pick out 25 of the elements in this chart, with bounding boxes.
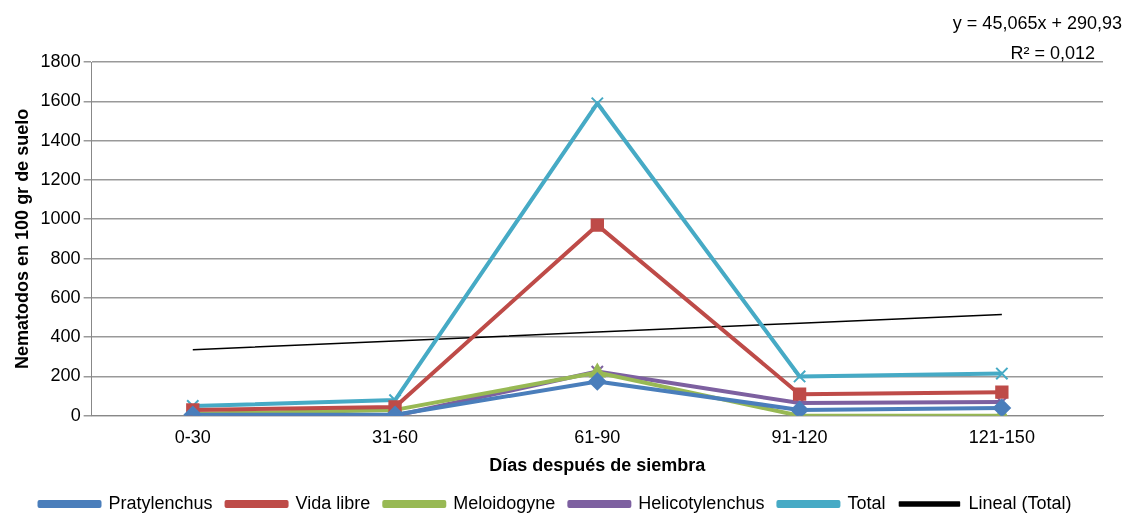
legend-label: Total <box>847 492 886 513</box>
x-tick-label: 61-90 <box>574 426 621 447</box>
x-tick-label: 121-150 <box>968 426 1035 447</box>
legend-label: Vida libre <box>295 492 371 513</box>
annotation: R² = 0,012 <box>1010 42 1095 63</box>
text: y = 45,065x + 290,93 <box>952 12 1122 33</box>
x-tick-label: 0-30 <box>174 426 211 447</box>
y-tick-label: 200 <box>50 365 81 386</box>
y-tick-label: 400 <box>50 326 81 347</box>
y-tick-label: 1600 <box>40 90 81 111</box>
legend-label: Pratylenchus <box>108 492 213 513</box>
y-tick-label: 1800 <box>40 50 81 71</box>
x-axis-title: Días después de siembra <box>489 455 707 476</box>
legend-label: Lineal (Total) <box>968 492 1072 513</box>
y-tick-label: 0 <box>70 404 81 425</box>
x-tick-label: 91-120 <box>771 426 828 447</box>
y-tick-label: 1000 <box>40 208 81 229</box>
y-axis-title: Nematodos en 100 gr de suelo <box>11 108 32 369</box>
y-tick-label: 1200 <box>40 168 81 189</box>
x-tick-label: 31-60 <box>372 426 419 447</box>
y-tick-label: 600 <box>50 286 81 307</box>
legend-label: Helicotylenchus <box>638 492 765 513</box>
legend-label: Meloidogyne <box>453 492 556 513</box>
y-tick-label: 800 <box>50 247 81 268</box>
y-tick-label: 1400 <box>40 129 81 150</box>
